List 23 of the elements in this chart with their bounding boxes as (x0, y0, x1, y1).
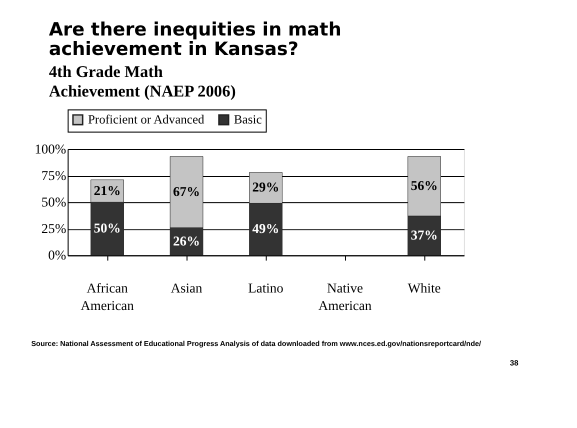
chart-subtitle: 4th Grade Math Achievement (NAEP 2006) (48, 62, 236, 100)
y-tick-label: 75% (41, 168, 66, 183)
y-tick-label: 0% (48, 248, 66, 263)
x-tick-label: Latino (248, 280, 284, 296)
data-label: 37% (410, 228, 438, 243)
x-tick-label: White (408, 280, 441, 296)
legend-label: Proficient or Advanced (88, 112, 206, 127)
data-label: 29% (252, 180, 280, 195)
x-tick-label: Asian (170, 280, 203, 296)
data-label: 21% (94, 182, 121, 198)
y-tick-label: 50% (41, 194, 66, 210)
data-label: 26% (173, 233, 200, 248)
y-tick-label: 100% (34, 141, 66, 156)
data-label: 50% (94, 220, 121, 236)
x-tick-label: African American (80, 280, 134, 313)
data-label: 49% (252, 221, 280, 236)
legend-label: Basic (234, 112, 262, 127)
text: 38 (510, 358, 520, 368)
y-tick-label: 25% (41, 221, 66, 236)
x-tick-label: Native American (318, 280, 372, 313)
chart-title: Are there inequities in math achievement in Kansas? (48, 19, 342, 60)
data-label: 67% (173, 184, 200, 199)
data-label: 56% (410, 178, 438, 194)
